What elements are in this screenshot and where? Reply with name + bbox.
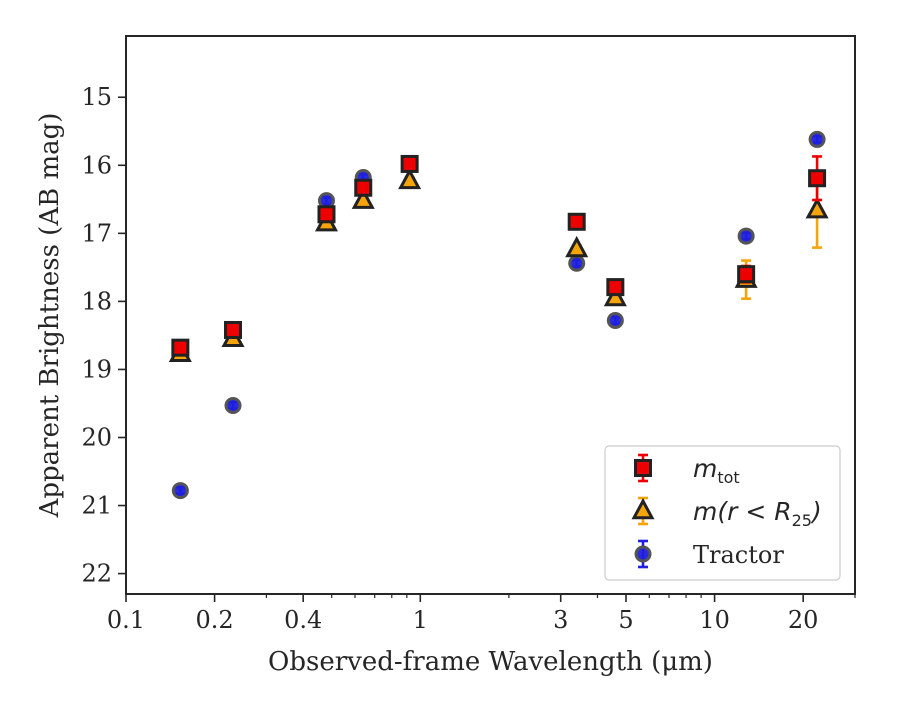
legend-label: Tractor [693, 541, 784, 569]
legend: mtot m(r < R25) Tractor [604, 445, 841, 581]
data-point [805, 197, 829, 219]
data-point [567, 212, 586, 231]
legend-box [604, 445, 841, 581]
data-point [606, 278, 625, 297]
y-tick-label: 17 [81, 219, 112, 247]
x-tick-label: 1 [413, 606, 428, 634]
data-point [224, 397, 242, 415]
legend-label-subscript: 25 [792, 511, 812, 530]
data-point [354, 178, 373, 197]
data-point [737, 227, 755, 245]
x-tick-label: 0.2 [196, 606, 234, 634]
legend-label: mtot [693, 454, 740, 487]
series-square [171, 154, 827, 357]
y-tick-label: 19 [81, 355, 112, 383]
data-point [606, 311, 624, 329]
y-tick-label: 22 [81, 560, 112, 588]
data-point [568, 254, 586, 272]
data-point [400, 154, 419, 173]
data-point [351, 187, 375, 209]
legend-label-suffix: ) [810, 497, 822, 526]
x-tick-label: 3 [553, 606, 568, 634]
data-point [565, 235, 589, 258]
x-tick-label: 20 [788, 606, 819, 634]
y-tick-label: 21 [81, 492, 112, 520]
x-tick-label: 5 [618, 606, 633, 634]
data-point [808, 130, 826, 148]
legend-label-main: m [693, 454, 717, 483]
data-point [171, 338, 190, 357]
legend-marker [634, 545, 652, 563]
x-tick-label: 0.4 [284, 606, 322, 634]
plot-frame [125, 35, 856, 595]
y-tick-label: 20 [81, 423, 112, 451]
legend-label-subscript: tot [717, 468, 739, 487]
marks-layer [168, 130, 829, 500]
x-tick-label: 10 [699, 606, 730, 634]
x-tick-label: 0.1 [107, 606, 145, 634]
legend-label-main: m(r < R [693, 497, 792, 526]
ticks-layer: 0.1 0.2 0.4 1 3 5 10 20 15 16 17 18 19 20 21 22 [81, 83, 856, 634]
data-point [808, 169, 827, 188]
data-point [317, 205, 336, 224]
legend-marker [634, 459, 652, 477]
data-point [737, 265, 756, 284]
x-axis-title: Observed-frame Wavelength (μm) [268, 647, 713, 677]
data-point [171, 482, 189, 500]
data-point [398, 167, 422, 190]
legend-label: m(r < R25) [693, 497, 822, 530]
series-triangle [168, 167, 829, 363]
y-tick-label: 15 [81, 83, 112, 111]
y-tick-label: 18 [81, 287, 112, 315]
series-circle [171, 130, 826, 500]
data-point [224, 320, 243, 339]
y-tick-label: 16 [81, 151, 112, 179]
legend-marker [631, 497, 655, 520]
data-point [603, 284, 627, 307]
y-axis-title: Apparent Brightness (AB mag) [35, 113, 65, 519]
